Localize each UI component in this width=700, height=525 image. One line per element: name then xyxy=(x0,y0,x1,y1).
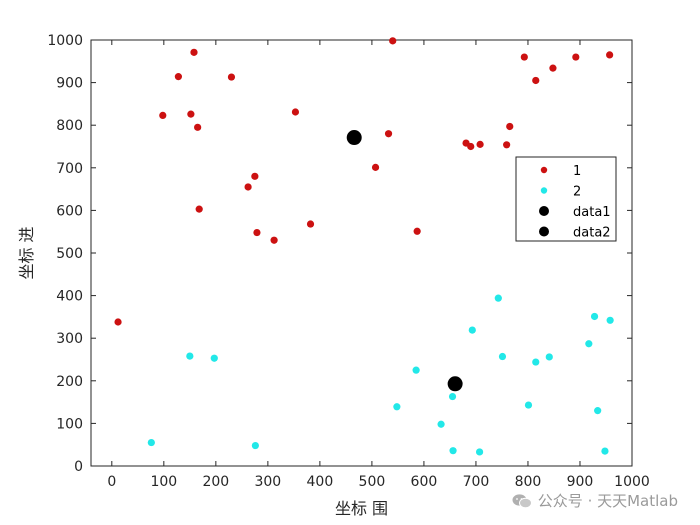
y-tick-label: 300 xyxy=(56,331,83,347)
data-point-series-2 xyxy=(393,403,401,411)
legend-marker xyxy=(539,226,549,237)
data-point-series-1 xyxy=(306,220,315,228)
x-tick-label: 0 xyxy=(107,474,116,490)
data-point-series-2 xyxy=(545,353,553,361)
y-tick-label: 800 xyxy=(56,118,83,134)
x-tick-label: 400 xyxy=(307,474,334,490)
y-tick-label: 900 xyxy=(56,76,83,92)
data-point-series-2 xyxy=(475,448,484,456)
data-point-series-1 xyxy=(476,140,484,148)
y-tick-label: 400 xyxy=(56,289,83,305)
y-axis-label: 坐标 进 xyxy=(17,226,36,279)
data-point-series-2 xyxy=(468,326,476,334)
data-point-series-2 xyxy=(448,392,457,401)
x-tick-label: 300 xyxy=(254,474,281,490)
data-point-series-2 xyxy=(494,294,502,302)
x-tick-label: 700 xyxy=(463,474,490,490)
legend-box xyxy=(515,156,617,242)
legend-label: 1 xyxy=(573,164,581,179)
data-point-series-1 xyxy=(270,236,278,244)
x-tick-label: 800 xyxy=(515,474,542,490)
data-point-series-1 xyxy=(187,110,195,118)
data-point-series-data1 xyxy=(346,130,362,146)
data-point-series-1 xyxy=(251,172,259,180)
x-tick-label: 600 xyxy=(411,474,438,490)
axes: 0 100 200 300 400 500 600 700 800 900 1000 0 100 200 3… xyxy=(47,33,649,490)
data-point-series-2 xyxy=(437,420,445,428)
data-point-series-1 xyxy=(114,318,122,326)
y-tick-label: 0 xyxy=(74,459,83,475)
data-point-series-2 xyxy=(449,447,457,455)
data-point-series-1 xyxy=(291,108,300,116)
data-point-series-1 xyxy=(572,53,580,61)
data-point-series-1 xyxy=(549,64,557,72)
y-tick-label: 200 xyxy=(56,374,83,390)
x-tick-label: 200 xyxy=(202,474,229,490)
data-point-series-2 xyxy=(532,358,540,366)
legend-marker xyxy=(539,206,549,216)
x-tick-label: 500 xyxy=(359,474,386,490)
data-point-series-2 xyxy=(210,354,218,362)
x-tick-label: 900 xyxy=(567,474,594,490)
data-point-series-1 xyxy=(244,183,252,191)
legend-marker xyxy=(540,187,548,194)
data-point-series-2 xyxy=(585,340,593,348)
data-point-series-1 xyxy=(606,51,614,59)
data-point-series-2 xyxy=(606,316,614,324)
data-point-series-data2 xyxy=(447,376,463,392)
legend: 1 2 data1 data2 xyxy=(515,156,617,242)
x-tick-label: 1000 xyxy=(614,474,650,490)
x-tick-label: 100 xyxy=(150,474,177,490)
data-point-series-2 xyxy=(186,352,194,360)
y-tick-label: 500 xyxy=(56,246,83,262)
data-point-series-1 xyxy=(194,123,202,131)
data-point-series-1 xyxy=(227,73,236,81)
data-point-series-2 xyxy=(498,352,507,361)
data-point-series-2 xyxy=(601,447,609,455)
watermark-text: 公众号 · 天天Matlab xyxy=(537,492,678,510)
data-point-series-2 xyxy=(594,407,602,415)
data-point-series-1 xyxy=(253,228,261,237)
data-point-series-1 xyxy=(467,142,475,151)
data-point-series-1 xyxy=(503,141,511,149)
data-point-series-2 xyxy=(251,441,259,450)
y-tick-label: 1000 xyxy=(47,33,83,49)
data-point-series-1 xyxy=(159,111,167,120)
data-point-series-2 xyxy=(524,401,533,409)
data-point-series-1 xyxy=(195,205,203,213)
data-point-series-2 xyxy=(147,438,155,447)
data-point-series-1 xyxy=(520,53,528,61)
data-point-series-1 xyxy=(190,48,198,56)
wechat-icon xyxy=(512,493,532,508)
legend-label: data2 xyxy=(573,226,611,241)
legend-label: 2 xyxy=(573,185,581,200)
data-point-series-1 xyxy=(506,122,514,131)
y-tick-label: 100 xyxy=(56,416,83,432)
data-points xyxy=(114,37,614,456)
data-point-series-2 xyxy=(590,312,599,321)
data-point-series-1 xyxy=(371,163,380,171)
y-tick-label: 700 xyxy=(56,161,83,177)
legend-marker xyxy=(540,166,548,174)
data-point-series-1 xyxy=(384,130,393,138)
data-point-series-1 xyxy=(174,73,182,81)
legend-label: data1 xyxy=(573,205,611,220)
data-point-series-1 xyxy=(389,37,397,45)
x-axis-label: 坐标 围 xyxy=(335,499,388,518)
data-point-series-1 xyxy=(532,76,540,85)
data-point-series-1 xyxy=(413,227,421,235)
watermark: 公众号 · 天天Matlab xyxy=(512,490,678,511)
y-tick-label: 600 xyxy=(56,203,83,219)
data-point-series-2 xyxy=(412,366,420,374)
